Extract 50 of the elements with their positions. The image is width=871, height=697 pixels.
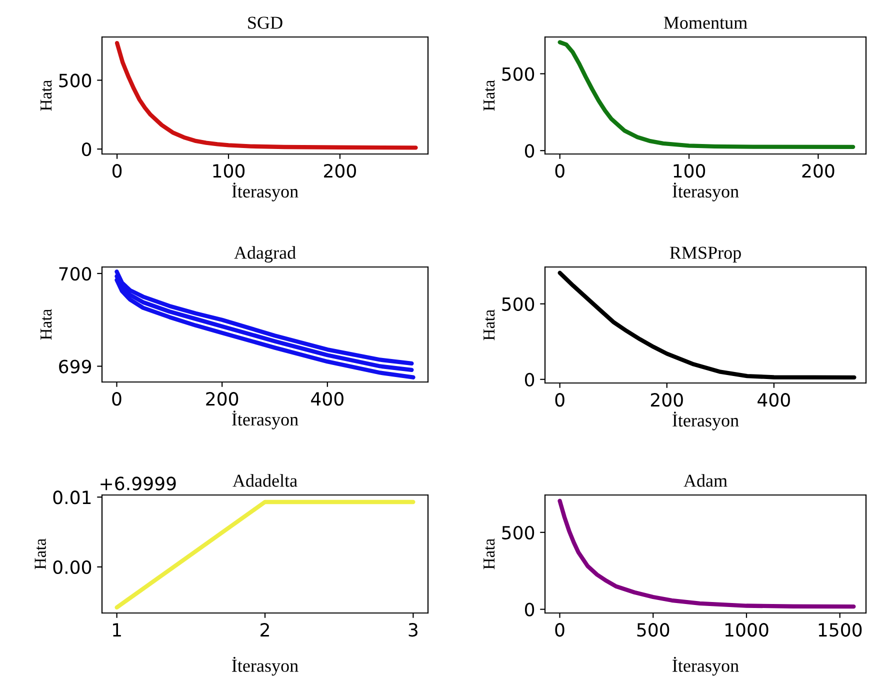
x-axis-title: İterasyon	[232, 182, 298, 202]
x-tick-label: 0	[555, 393, 564, 407]
y-axis-title: Hata	[484, 538, 495, 570]
chart-title: Momentum	[664, 16, 748, 29]
x-tick-label: 200	[206, 392, 238, 406]
x-tick-label: 0	[112, 392, 122, 406]
chart-title: Adam	[684, 474, 728, 487]
x-tick-label: 400	[758, 393, 790, 407]
x-tick-label: 0	[112, 164, 122, 178]
x-tick-label: 500	[637, 623, 670, 637]
y-tick-label: 0	[524, 144, 534, 158]
y-tick-label: 700	[59, 266, 92, 281]
y-tick-label: 0	[82, 142, 92, 156]
x-axis-title: İterasyon	[232, 410, 298, 430]
x-tick-label: 200	[802, 164, 834, 178]
x-axis-title: İterasyon	[672, 412, 739, 430]
x-axis-title: İterasyon	[232, 656, 298, 676]
y-axis-title: Hata	[34, 538, 46, 570]
y-axis-title: Hata	[40, 80, 52, 111]
x-tick-label: 400	[311, 392, 344, 406]
x-tick-label: 3	[408, 623, 418, 637]
chart-title: RMSProp	[670, 246, 741, 263]
y-tick-label: 500	[502, 526, 534, 540]
chart-title: SGD	[248, 16, 282, 29]
y-tick-label: 0.00	[53, 560, 92, 574]
y-tick-label: 0	[524, 602, 534, 616]
x-axis-title: İterasyon	[672, 182, 739, 202]
x-tick-label: 1000	[725, 623, 768, 637]
x-tick-label: 2	[260, 623, 269, 636]
chart-title: Adagrad	[234, 246, 296, 263]
y-tick-label: 500	[502, 297, 534, 311]
y-tick-label: 500	[502, 67, 534, 81]
y-tick-label: 699	[59, 360, 92, 374]
y-tick-label: 0	[524, 372, 534, 386]
x-tick-label: 100	[674, 164, 706, 178]
x-tick-label: 100	[213, 164, 245, 178]
y-tick-label: 500	[59, 74, 92, 88]
y-axis-title: Hata	[484, 310, 495, 340]
y-axis-title: Hata	[40, 309, 52, 340]
y-tick-label: 0.01	[53, 490, 91, 504]
chart-title: Adadelta	[232, 474, 298, 487]
x-tick-label: 1	[113, 623, 121, 636]
text: +6.9999	[100, 476, 176, 490]
x-tick-label: 200	[650, 393, 683, 407]
x-tick-label: 0	[555, 164, 564, 178]
x-tick-label: 200	[324, 164, 356, 178]
y-axis-title: Hata	[484, 80, 495, 111]
x-tick-label: 0	[555, 623, 564, 637]
x-tick-label: 1500	[818, 623, 862, 637]
x-axis-title: İterasyon	[672, 656, 739, 676]
